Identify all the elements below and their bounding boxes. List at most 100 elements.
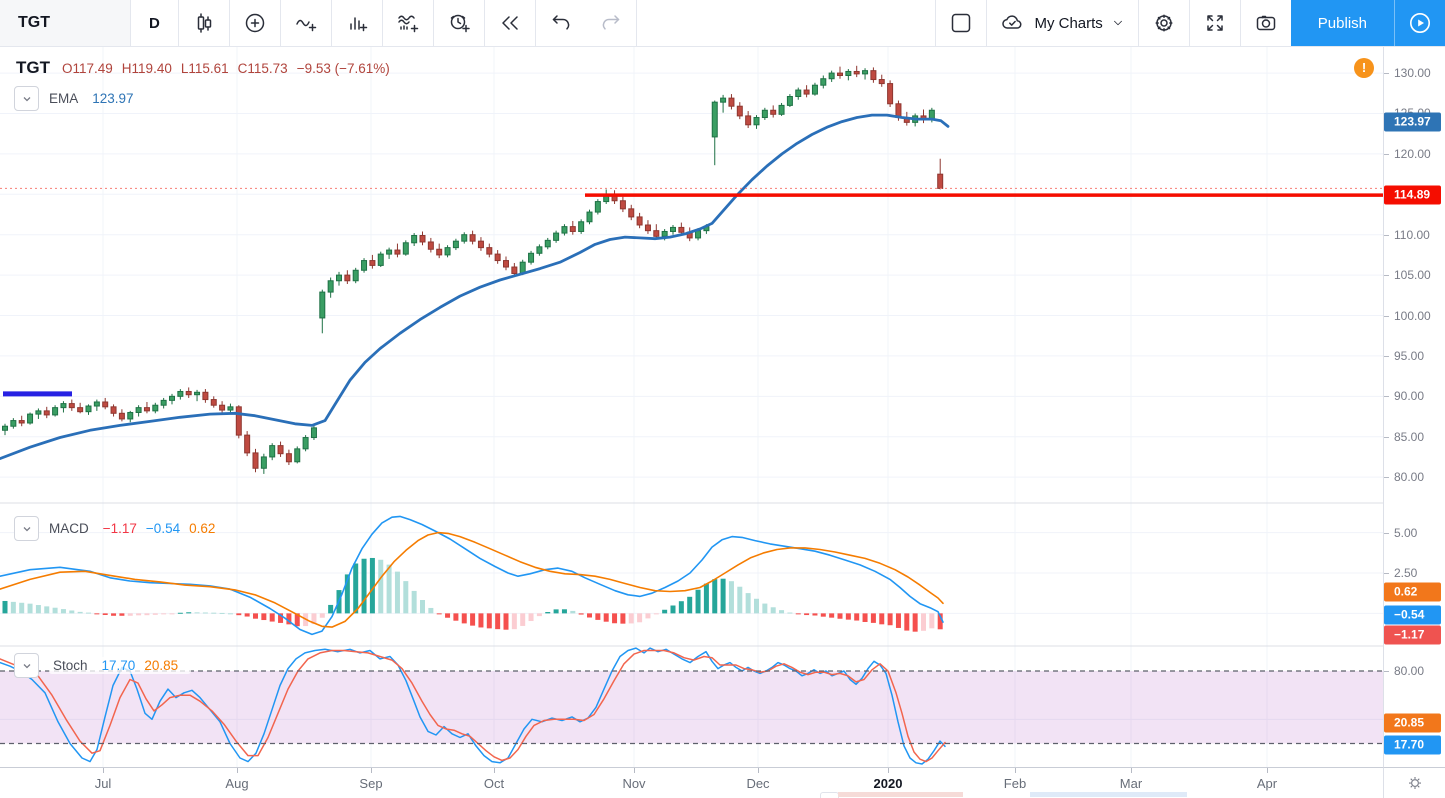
divider (1137, 0, 1139, 46)
price-badge: 20.85 (1384, 713, 1441, 733)
time-tick-label: Aug (225, 776, 249, 791)
indicator-templates-button[interactable] (383, 0, 433, 46)
indicators-icon (350, 17, 368, 32)
time-axis[interactable]: Jul Aug Sep Oct Nov Dec 2020 Feb Mar Apr (0, 767, 1383, 798)
divider (483, 0, 485, 46)
replay-button[interactable] (485, 0, 535, 46)
time-tick (237, 768, 238, 773)
publish-menu-button[interactable] (1394, 0, 1445, 46)
time-tick-label: Feb (1003, 776, 1027, 791)
time-tick (634, 768, 635, 773)
fullscreen-arrows-icon (1207, 15, 1223, 31)
axis-tick-label: 105.00 (1384, 268, 1431, 282)
time-tick-label: Apr (1256, 776, 1278, 791)
fullscreen-button[interactable] (1190, 0, 1240, 46)
chevron-down-icon (23, 96, 30, 101)
bottom-strip-handle (820, 792, 839, 798)
add-drawing-button[interactable] (281, 0, 331, 46)
divider (279, 0, 281, 46)
divider (534, 0, 536, 46)
time-tick-label: Nov (622, 776, 646, 791)
redo-button[interactable] (586, 0, 636, 46)
price-axis[interactable]: 130.00125.00120.00115.00110.00105.00100.… (1383, 46, 1445, 767)
price-badge: 123.97 (1384, 112, 1441, 132)
timezone-gear-icon[interactable] (1406, 774, 1424, 792)
time-tick (1131, 768, 1132, 773)
create-alert-button[interactable] (434, 0, 484, 46)
settings-button[interactable] (1139, 0, 1189, 46)
time-tick (371, 768, 372, 773)
divider (381, 0, 383, 46)
divider (1188, 0, 1190, 46)
snapshot-button[interactable] (1241, 0, 1291, 46)
chart-style-button[interactable] (179, 0, 229, 46)
gear-icon (1155, 14, 1173, 32)
time-tick-label: Jul (94, 776, 112, 791)
publish-button[interactable]: Publish (1290, 0, 1394, 46)
interval-button[interactable]: D (131, 0, 178, 46)
axis-tick-label: 90.00 (1384, 389, 1424, 403)
top-toolbar: TGT D (0, 0, 1445, 47)
macd-hist-value: −1.17 (102, 521, 137, 536)
rewind-icon (502, 16, 518, 30)
symbol-name: TGT (18, 14, 50, 31)
stoch-label: Stoch (53, 658, 88, 673)
stoch-collapse-button[interactable] (14, 653, 39, 678)
price-badge: 0.62 (1384, 582, 1441, 602)
divider (432, 0, 434, 46)
play-circle-icon (1409, 12, 1431, 34)
stoch-legend: Stoch 17.70 20.85 (14, 653, 192, 678)
divider (986, 0, 988, 46)
my-charts-label: My Charts (1034, 14, 1103, 32)
time-tick (758, 768, 759, 773)
axis-tick-label: 95.00 (1384, 349, 1424, 363)
divider (1239, 0, 1241, 46)
time-tick-label: Sep (359, 776, 383, 791)
alert-clock-plus-icon (450, 14, 470, 33)
price-badge: −1.17 (1384, 625, 1441, 645)
price-badge: 17.70 (1384, 735, 1441, 755)
time-tick-label: 2020 (873, 776, 903, 791)
legend-close: C115.73 (237, 60, 288, 76)
camera-icon (1256, 15, 1276, 31)
undo-button[interactable] (536, 0, 586, 46)
time-tick (1015, 768, 1016, 773)
publish-label: Publish (1317, 14, 1367, 32)
redo-icon (602, 15, 620, 30)
price-badge: 114.89 (1384, 185, 1441, 205)
axis-tick-label: 110.00 (1384, 228, 1430, 242)
time-tick (494, 768, 495, 773)
candlestick-icon (197, 13, 212, 33)
layout-square-icon (952, 13, 971, 33)
waves-plus-icon (398, 15, 419, 33)
legend-change: −9.53 (−7.61%) (296, 60, 390, 76)
warning-icon[interactable]: ! (1354, 58, 1374, 78)
layout-button[interactable] (936, 0, 986, 46)
my-charts-button[interactable]: My Charts (987, 0, 1137, 46)
macd-collapse-button[interactable] (14, 516, 39, 541)
macd-line-value: −0.54 (145, 521, 181, 536)
toolbar-right-group: My Charts Publish (935, 0, 1445, 46)
symbol-search-button[interactable]: TGT (0, 0, 130, 46)
legend-low: L115.61 (180, 60, 229, 76)
axis-tick-label: 80.00 (1384, 664, 1424, 678)
axis-tick-label: 80.00 (1384, 470, 1424, 484)
divider (330, 0, 332, 46)
plus-circle-icon (245, 13, 265, 33)
macd-legend: MACD −1.17 −0.54 0.62 (14, 516, 224, 541)
ema-collapse-button[interactable] (14, 86, 39, 111)
interval-label: D (149, 14, 160, 32)
indicators-button[interactable] (332, 0, 382, 46)
axis-tick-label: 100.00 (1384, 309, 1431, 323)
ema-legend: EMA 123.97 (14, 86, 134, 111)
macd-signal-value: 0.62 (189, 521, 216, 536)
chevron-down-icon (23, 663, 30, 668)
axis-tick-label: 5.00 (1384, 526, 1417, 540)
price-badge: −0.54 (1384, 605, 1441, 625)
bottom-strip-blue (1030, 792, 1187, 797)
compare-button[interactable] (230, 0, 280, 46)
time-tick (103, 768, 104, 773)
macd-label: MACD (49, 521, 89, 536)
